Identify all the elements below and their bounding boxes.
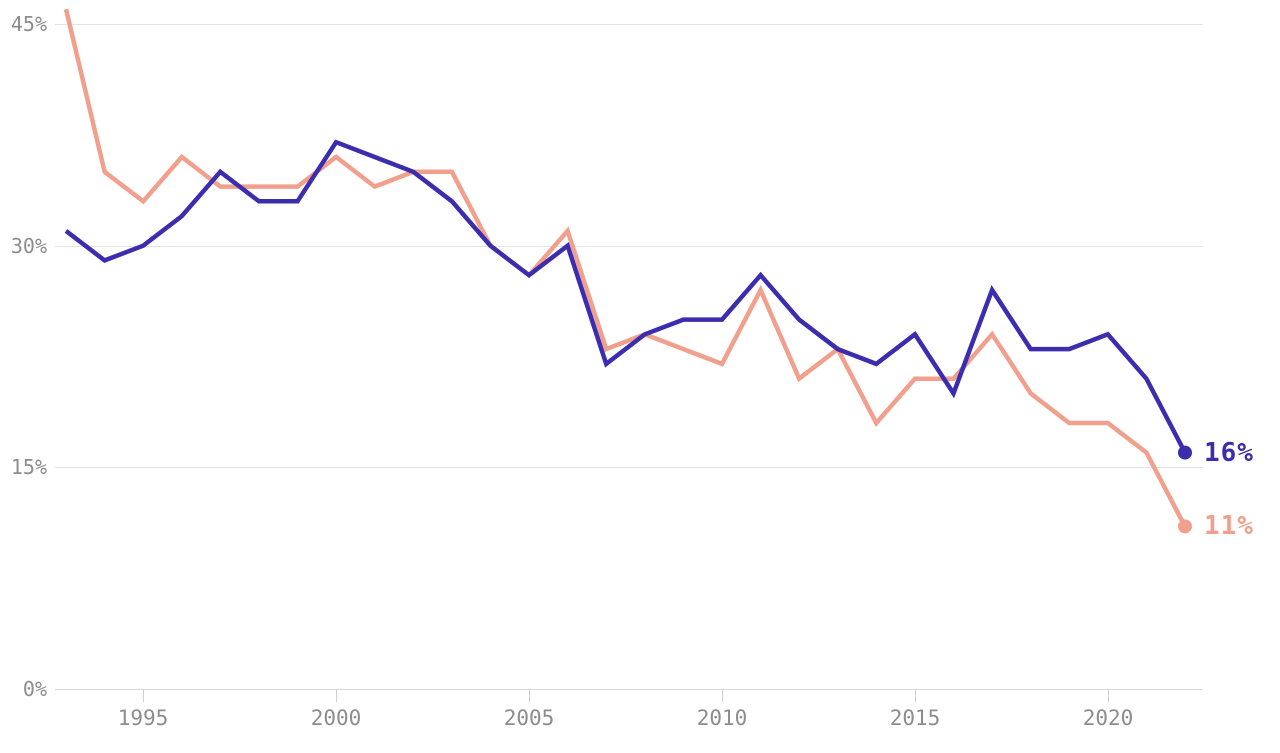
y-axis-tick-label: 45% <box>10 12 47 36</box>
x-axis-tick-label: 2020 <box>1082 706 1134 730</box>
y-axis-tick-label: 15% <box>10 455 47 479</box>
x-axis-tick <box>529 690 530 702</box>
y-axis-tick-label: 30% <box>10 234 47 258</box>
y-gridline <box>55 467 1203 468</box>
salmon-line-series <box>63 8 1187 528</box>
x-axis-tick <box>1108 690 1109 702</box>
x-axis-tick-label: 1995 <box>117 706 169 730</box>
salmon-endpoint-dot <box>1178 519 1192 534</box>
x-axis-tick <box>336 690 337 702</box>
x-axis-tick <box>915 690 916 702</box>
y-gridline <box>55 24 1203 25</box>
x-axis-tick-label: 2010 <box>696 706 748 730</box>
x-axis-line <box>55 689 1203 690</box>
series-end-label-salmon: 11% <box>1204 511 1254 541</box>
x-axis-tick <box>722 690 723 702</box>
indigo-line-series <box>64 139 1187 454</box>
series-end-label-indigo: 16% <box>1204 438 1254 468</box>
y-gridline <box>55 246 1203 247</box>
x-axis-tick <box>143 690 144 702</box>
x-axis-tick-label: 2015 <box>889 706 941 730</box>
indigo-endpoint-dot <box>1178 445 1192 460</box>
x-axis-tick-label: 2000 <box>310 706 362 730</box>
y-axis-tick-label: 0% <box>22 677 47 701</box>
x-axis-tick-label: 2005 <box>503 706 555 730</box>
